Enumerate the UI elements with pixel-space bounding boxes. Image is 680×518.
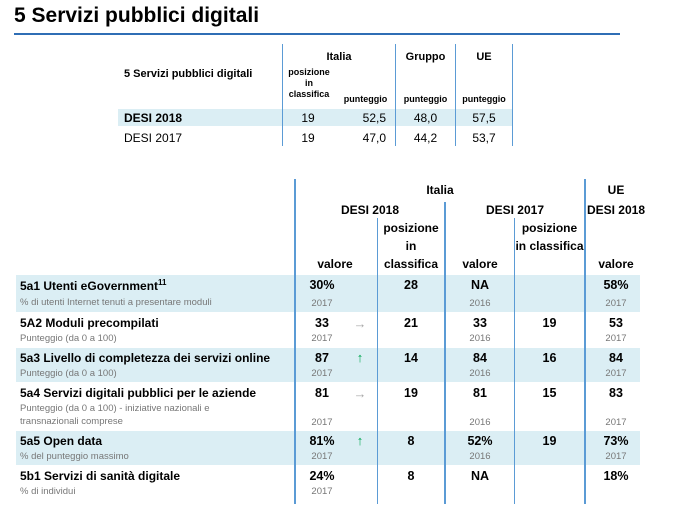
value-2017-5a3: 84 (473, 351, 487, 365)
detail-col-posizione-2017: posizione in classifica (515, 221, 584, 253)
value-2018-5a3: 87 (315, 351, 329, 365)
indicator-desc-5a2: Punteggio (da 0 a 100) (20, 333, 117, 344)
year-2017-5a3: 2016 (469, 368, 491, 379)
year-2018-5a1: 2017 (311, 298, 333, 309)
summary-sub-punteggio-ue: punteggio (462, 94, 506, 104)
year-ue-5a4: 2017 (605, 417, 627, 428)
value-2018-5a4: 81 (315, 386, 329, 400)
summary-row-label: 5 Servizi pubblici digitali (124, 68, 253, 80)
value-ue-5a5: 73% (603, 434, 629, 448)
value-ue-5a2: 53 (609, 316, 623, 330)
pos-2018-5a2: 21 (404, 316, 418, 330)
value-2018-5a1: 30% (309, 278, 335, 292)
summary-posizione-2017: 19 (301, 131, 315, 145)
value-ue-5b1: 18% (603, 469, 629, 483)
pos-2018-5a3: 14 (404, 351, 418, 365)
summary-posizione-2018: 19 (301, 111, 315, 125)
indicator-name-5a5: 5a5 Open data (20, 434, 103, 448)
pos-2018-5b1: 8 (407, 469, 415, 483)
pos-2017-5a5: 19 (542, 434, 557, 448)
indicator-desc-5b1: % di individui (20, 486, 76, 497)
detail-col-posizione-2018: posizione in classifica (383, 221, 439, 271)
detail-col-valore-2018: valore (317, 257, 353, 271)
band-5a1 (16, 275, 640, 312)
summary-sub-posizione: posizione in classifica (288, 67, 330, 99)
pos-2017-5a2: 19 (542, 316, 557, 330)
pos-2018-5a5: 8 (407, 434, 415, 448)
summary-header-ue: UE (476, 51, 492, 63)
indicator-name-5a2: 5A2 Moduli precompilati (20, 316, 159, 330)
pos-2017-5a3: 16 (542, 351, 557, 365)
pos-2017-5a4: 15 (542, 386, 557, 400)
summary-row-label-2018: DESI 2018 (124, 111, 183, 125)
trend-arrow-right-icon: → (353, 386, 367, 401)
detail-header-ue-desi2018: DESI 2018 (586, 203, 646, 217)
summary-band-2018 (118, 109, 512, 126)
summary-header-italia: Italia (326, 51, 352, 63)
detail-header-ue: UE (607, 183, 625, 197)
year-2017-5a4: 2016 (469, 417, 491, 428)
pos-2018-5a4: 19 (404, 386, 418, 400)
band-5a5 (16, 431, 640, 465)
year-ue-5a3: 2017 (605, 368, 627, 379)
trend-arrow-up-icon: ↑ (356, 433, 364, 448)
year-ue-5a1: 2017 (605, 298, 627, 309)
trend-arrow-right-icon: → (353, 316, 367, 331)
value-2018-5a2: 33 (315, 316, 329, 330)
indicator-desc-5a4: Punteggio (da 0 a 100) - iniziative nazi… (20, 403, 210, 414)
detail-header-desi2018: DESI 2018 (340, 203, 400, 217)
detail-header-desi2017: DESI 2017 (485, 203, 545, 217)
value-2017-5a1: NA (470, 278, 490, 292)
year-2018-5a5: 2017 (311, 451, 333, 462)
summary-punteggio-ue-2018: 57,5 (472, 111, 496, 125)
title-rule (14, 33, 620, 35)
indicator-desc2-5a4: transnazionali comprese (20, 416, 123, 427)
year-2017-5a5: 2016 (469, 451, 491, 462)
band-5a3 (16, 348, 640, 382)
summary-sub-punteggio-gruppo: punteggio (403, 94, 448, 104)
summary-header-gruppo: Gruppo (405, 51, 446, 63)
year-ue-5a5: 2017 (605, 451, 627, 462)
year-2018-5b1: 2017 (311, 486, 333, 497)
detail-header-italia: Italia (426, 183, 454, 197)
summary-row-label-2017: DESI 2017 (124, 131, 183, 145)
year-2018-5a3: 2017 (311, 368, 333, 379)
year-2017-5a2: 2016 (469, 333, 491, 344)
value-ue-5a4: 83 (609, 386, 623, 400)
detail-col-valore-ue: valore (598, 257, 634, 271)
value-2018-5b1: 24% (309, 469, 335, 483)
summary-punteggio-gruppo-2017: 44,2 (413, 131, 438, 145)
value-2017-5b1: NA (470, 469, 490, 483)
value-ue-5a1: 58% (603, 278, 629, 292)
indicator-name-5a3: 5a3 Livello di completezza dei servizi o… (20, 351, 271, 365)
summary-sub-punteggio-it: punteggio (343, 94, 388, 104)
value-2018-5a5: 81% (309, 434, 335, 448)
summary-punteggio-ue-2017: 53,7 (472, 131, 496, 145)
trend-arrow-up-icon: ↑ (356, 350, 364, 365)
year-ue-5a2: 2017 (605, 333, 627, 344)
indicator-name-5a1: 5a1 Utenti eGovernment11 (20, 278, 167, 293)
value-2017-5a5: 52% (467, 434, 493, 448)
year-2017-5a1: 2016 (469, 298, 491, 309)
indicator-desc-5a1: % di utenti Internet tenuti a presentare… (20, 297, 212, 308)
summary-punteggio-it-2018: 52,5 (362, 111, 386, 125)
indicator-name-5b1: 5b1 Servizi di sanità digitale (20, 469, 181, 483)
indicator-name-5a4: 5a4 Servizi digitali pubblici per le azi… (20, 386, 257, 400)
year-2018-5a2: 2017 (311, 333, 333, 344)
summary-punteggio-it-2017: 47,0 (362, 131, 386, 145)
value-2017-5a4: 81 (473, 386, 487, 400)
footnote-marker: 11 (158, 278, 167, 287)
pos-2018-5a1: 28 (404, 278, 418, 292)
indicator-desc-5a3: Punteggio (da 0 a 100) (20, 368, 117, 379)
indicator-desc-5a5: % del punteggio massimo (20, 451, 129, 462)
page-title: 5 Servizi pubblici digitali (14, 4, 260, 27)
year-2018-5a4: 2017 (311, 417, 333, 428)
summary-punteggio-gruppo-2018: 48,0 (413, 111, 438, 125)
detail-col-valore-2017: valore (462, 257, 498, 271)
value-ue-5a3: 84 (609, 351, 623, 365)
value-2017-5a2: 33 (473, 316, 487, 330)
